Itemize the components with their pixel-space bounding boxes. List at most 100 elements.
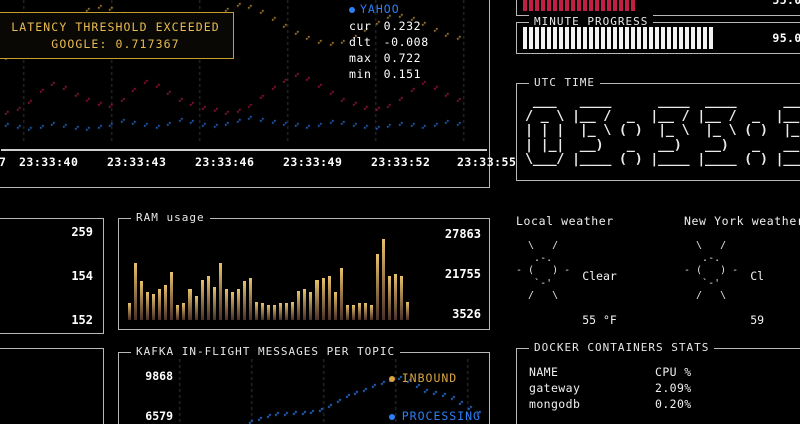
progress-segment xyxy=(673,27,677,49)
stats-row-cur: cur 0.232 xyxy=(349,19,429,35)
ram-bar xyxy=(230,292,234,320)
progress-segment xyxy=(667,0,671,11)
progress-segment xyxy=(721,27,725,49)
progress-segment xyxy=(529,27,533,49)
ram-bar xyxy=(200,279,204,320)
ram-label-min: 3526 xyxy=(452,307,481,321)
x-tick-6: 23:33:55 xyxy=(457,155,517,169)
kafka-legend-processing[interactable]: PROCESSING xyxy=(388,409,481,423)
sparkline-bars xyxy=(0,227,25,325)
table-row: mongodb 0.20% xyxy=(529,397,692,413)
hour-progress-value: 55.0% xyxy=(772,0,800,7)
progress-segment xyxy=(613,0,617,11)
hour-progress-bar xyxy=(523,0,753,11)
utc-time-display: ___ ____ ____ ____ ____ / _ \ |__ / _ |_… xyxy=(525,94,800,167)
progress-segment xyxy=(589,27,593,49)
table-header-row: NAME CPU % xyxy=(529,365,692,381)
ram-bar xyxy=(218,262,222,320)
sparkline-label-mid: 154 xyxy=(71,269,93,283)
ram-bar xyxy=(394,274,398,320)
progress-segment xyxy=(529,0,533,11)
new-york-weather-widget: New York weather \ / .-. - ( ) - `-' / \… xyxy=(684,214,800,414)
x-tick-1: 23:33:40 xyxy=(19,155,79,169)
progress-segment xyxy=(583,27,587,49)
ram-bar xyxy=(339,268,343,320)
progress-segment xyxy=(685,27,689,49)
ram-bar xyxy=(158,288,162,320)
progress-segment xyxy=(679,0,683,11)
docker-row-1-cpu: 0.20% xyxy=(655,397,692,411)
sparkline-label-min: 152 xyxy=(71,313,93,327)
ram-bar xyxy=(303,288,307,320)
progress-segment xyxy=(589,0,593,11)
ram-bar xyxy=(297,290,301,320)
ram-label-mid: 21755 xyxy=(444,267,481,281)
x-axis-line xyxy=(1,149,487,151)
progress-segment xyxy=(571,0,575,11)
docker-col-cpu: CPU % xyxy=(655,365,692,379)
ram-bar xyxy=(152,294,156,320)
ram-bar xyxy=(315,279,319,320)
progress-segment xyxy=(625,0,629,11)
kafka-title: KAFKA IN-FLIGHT MESSAGES PER TOPIC xyxy=(131,345,401,358)
ram-bar xyxy=(351,305,355,320)
weather-row: Local weather \ / .-. - ( ) - `-' / \ Cl… xyxy=(516,214,800,414)
ram-bar xyxy=(128,303,132,320)
utc-time-panel: UTC TIME ___ ____ ____ ____ ____ / _ \ |… xyxy=(516,76,800,181)
ram-usage-panel: RAM usage 27863 21755 3526 xyxy=(118,211,490,330)
utc-time-title: UTC TIME xyxy=(529,76,600,89)
ram-bar xyxy=(333,292,337,320)
progress-segment xyxy=(625,27,629,49)
kafka-plot-area xyxy=(175,359,483,424)
ram-usage-title: RAM usage xyxy=(131,211,210,224)
x-tick-4: 23:33:49 xyxy=(283,155,343,169)
sparkline-panel: 259 154 152 xyxy=(0,218,104,334)
hour-progress-panel: 55.0% xyxy=(516,0,800,16)
chart-legend: YAHOO cur 0.232 dlt -0.008 max 0.722 min… xyxy=(349,2,429,83)
progress-segment xyxy=(637,27,641,49)
progress-segment xyxy=(571,27,575,49)
ram-bar xyxy=(206,275,210,320)
docker-stats-panel: DOCKER CONTAINERS STATS NAME CPU % gatew… xyxy=(516,341,800,424)
progress-segment xyxy=(547,0,551,11)
docker-stats-title: DOCKER CONTAINERS STATS xyxy=(529,341,715,354)
docker-stats-table: NAME CPU % gateway 2.09% mongodb 0.20% xyxy=(529,365,800,413)
ram-bar xyxy=(224,288,228,320)
legend-label: YAHOO xyxy=(360,2,400,16)
ram-bar xyxy=(267,305,271,320)
ram-bar xyxy=(140,281,144,320)
sun-icon: \ / .-. - ( ) - `-' / \ xyxy=(516,240,571,301)
ram-bar xyxy=(146,292,150,320)
ram-bar xyxy=(309,292,313,320)
ram-bar xyxy=(327,275,331,320)
docker-col-name: NAME xyxy=(529,365,559,379)
empty-panel xyxy=(0,348,104,424)
docker-row-0-cpu: 2.09% xyxy=(655,381,692,395)
stat-key-dlt: dlt xyxy=(349,35,372,49)
legend-entry-yahoo[interactable]: YAHOO xyxy=(349,2,429,16)
stats-row-dlt: dlt -0.008 xyxy=(349,35,429,51)
alert-line-1: LATENCY THRESHOLD EXCEEDED xyxy=(11,19,220,34)
minute-progress-value: 95.0% xyxy=(772,31,800,45)
progress-segment xyxy=(715,0,719,11)
ram-bar xyxy=(248,277,252,320)
progress-segment xyxy=(619,0,623,11)
progress-segment xyxy=(685,0,689,11)
progress-segment xyxy=(649,27,653,49)
progress-segment xyxy=(631,27,635,49)
docker-row-1-name: mongodb xyxy=(529,397,581,411)
x-tick-0: 23:33:37 xyxy=(0,155,7,169)
progress-segment xyxy=(541,0,545,11)
ram-bar xyxy=(212,286,216,320)
progress-segment xyxy=(721,0,725,11)
minute-progress-title: MINUTE PROGRESS xyxy=(529,15,654,28)
chart-stats-table: cur 0.232 dlt -0.008 max 0.722 min 0.151 xyxy=(349,19,429,83)
new-york-weather-temperature: 59 xyxy=(750,312,765,327)
kafka-legend-inbound[interactable]: INBOUND xyxy=(388,371,481,385)
progress-segment xyxy=(583,0,587,11)
progress-segment xyxy=(523,27,527,49)
progress-segment xyxy=(541,27,545,49)
progress-segment xyxy=(667,27,671,49)
ram-bar xyxy=(363,303,367,320)
